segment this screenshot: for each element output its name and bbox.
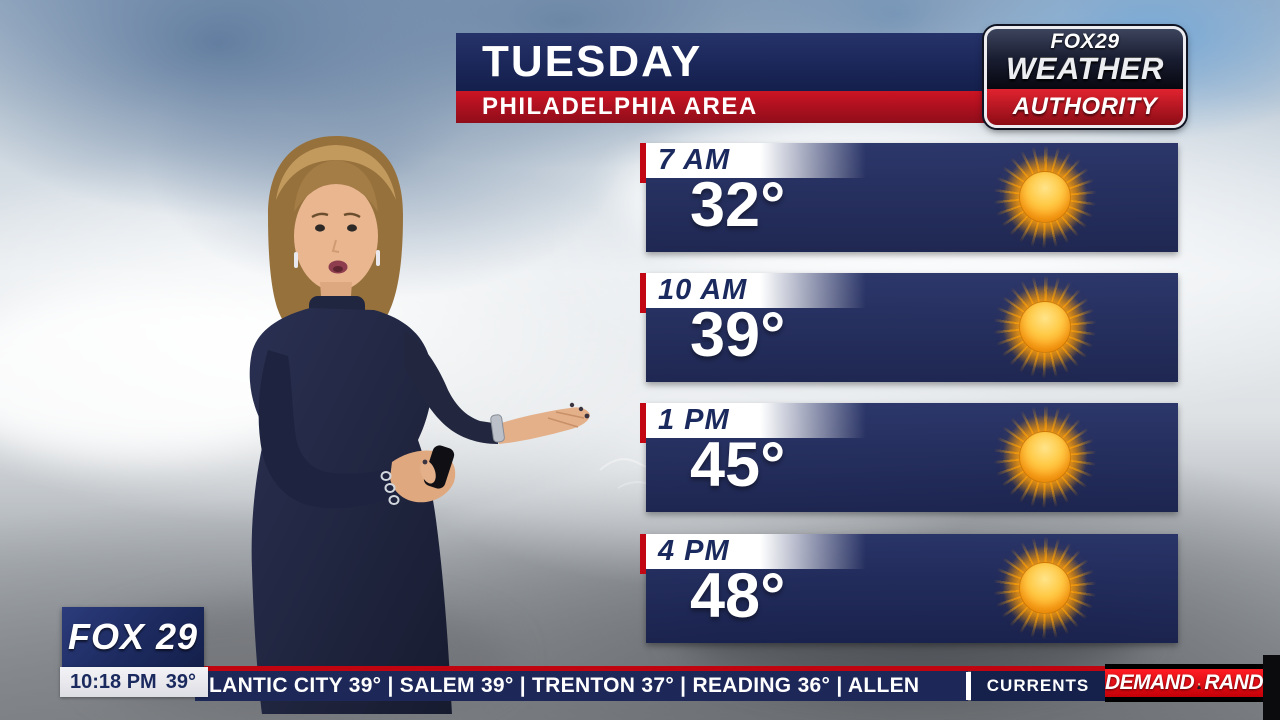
temperature-value: 45° — [690, 430, 786, 500]
presenter-face — [294, 181, 378, 291]
currents-label: CURRENTS — [986, 676, 1090, 695]
time-strip: 7 AM — [646, 143, 866, 178]
presenter-hand — [498, 407, 590, 444]
nail — [584, 413, 590, 419]
accent-bar — [640, 403, 646, 443]
presenter-brows — [311, 212, 361, 219]
badge-authority-label: AUTHORITY — [1012, 92, 1158, 120]
time-strip: 4 PM — [646, 534, 866, 569]
finger-lines — [547, 411, 585, 428]
time-label: 4 PM — [658, 535, 730, 567]
station-logo: FOX 29 — [62, 607, 204, 667]
promo-band: DEMAND RAND — [1105, 669, 1263, 697]
bracelet-icon — [380, 471, 392, 481]
sunny-icon — [993, 275, 1097, 379]
promo-right-label: RAND — [1204, 671, 1263, 694]
promo-banner: DEMAND RAND — [1105, 664, 1263, 702]
area-label: PHILADELPHIA AREA — [482, 93, 758, 120]
presenter-dress — [249, 308, 452, 714]
ticker-cursor — [966, 672, 971, 700]
temperature-value: 48° — [690, 561, 786, 631]
presenter-hair-highlight — [276, 145, 396, 200]
right-edge-mask — [1263, 655, 1280, 720]
nail — [422, 459, 428, 465]
accent-bar — [640, 534, 646, 574]
promo-left-label: DEMAND — [1105, 671, 1195, 694]
area-banner: PHILADELPHIA AREA — [456, 91, 1154, 123]
presenter-eye — [315, 224, 325, 232]
bug-time: 10:18 PM — [70, 670, 157, 693]
presenter-eye — [347, 224, 357, 232]
badge-station-label: FOX29 — [1050, 30, 1120, 53]
bracelet-icon — [388, 495, 400, 505]
earring-icon — [294, 252, 298, 268]
presenter-nose — [331, 239, 340, 253]
nail — [569, 402, 575, 408]
badge-top-section: FOX29 WEATHER — [987, 29, 1183, 89]
presenter-arm-sleeve — [404, 330, 500, 444]
presenter-arm-sleeve — [258, 350, 415, 509]
ticker-top-line — [195, 666, 1105, 671]
forecast-row-7am: 7 AM 32° — [640, 143, 1178, 252]
accent-bar — [640, 273, 646, 313]
presenter-mouth-inner — [333, 266, 343, 272]
nail — [578, 406, 584, 412]
day-label: TUESDAY — [482, 37, 703, 86]
city-temps-ticker: LANTIC CITY 39° | SALEM 39° | TRENTON 37… — [195, 671, 968, 701]
presenter-fringe — [294, 160, 378, 212]
sunny-icon — [993, 145, 1097, 249]
badge-weather-label: WEATHER — [1006, 51, 1164, 86]
earring-icon — [376, 250, 380, 266]
presenter-thumb — [420, 460, 436, 484]
accent-bar — [640, 143, 646, 183]
time-label: 1 PM — [658, 404, 730, 436]
badge-bottom-section: AUTHORITY — [987, 88, 1183, 125]
time-temp-bug: 10:18 PM 39° — [60, 667, 208, 697]
weather-authority-badge: FOX29 WEATHER AUTHORITY — [984, 26, 1186, 128]
forecast-row-10am: 10 AM 39° — [640, 273, 1178, 382]
watch-icon — [490, 414, 505, 443]
time-label: 7 AM — [658, 144, 731, 176]
temperature-value: 39° — [690, 300, 786, 370]
sunny-icon — [993, 405, 1097, 509]
time-strip: 1 PM — [646, 403, 866, 438]
bracelet-icon — [384, 483, 396, 493]
forecast-row-4pm: 4 PM 48° — [640, 534, 1178, 643]
time-label: 10 AM — [658, 274, 748, 306]
temperature-value: 32° — [690, 170, 786, 240]
promo-person-icon — [1197, 683, 1201, 690]
sunny-icon — [993, 536, 1097, 640]
bug-temp: 39° — [165, 670, 196, 693]
currents-section: CURRENTS — [971, 671, 1105, 701]
ticker-text: LANTIC CITY 39° | SALEM 39° | TRENTON 37… — [209, 674, 920, 697]
station-logo-label: FOX 29 — [67, 616, 199, 657]
time-strip: 10 AM — [646, 273, 866, 308]
forecast-row-1pm: 1 PM 45° — [640, 403, 1178, 512]
